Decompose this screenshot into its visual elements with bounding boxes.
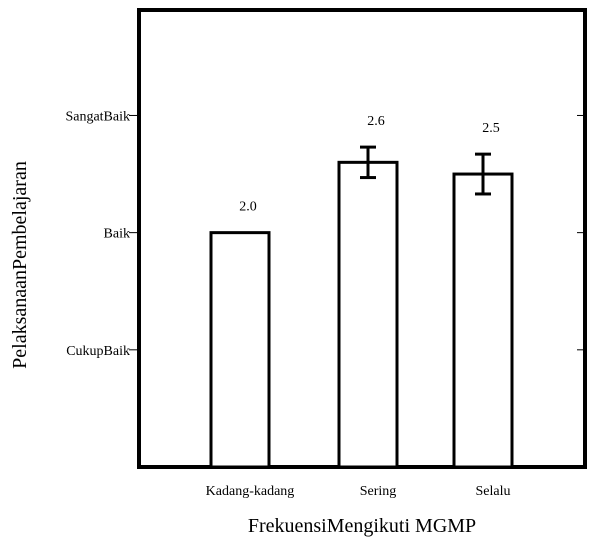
x-tick-label: Kadang-kadang bbox=[206, 484, 295, 499]
data-label: 2.0 bbox=[239, 200, 257, 215]
bar bbox=[452, 172, 514, 469]
bar bbox=[337, 160, 399, 469]
y-tick-label: Baik bbox=[104, 227, 130, 242]
x-tick-label: Selalu bbox=[476, 484, 511, 499]
x-axis-label: FrekuensiMengikuti MGMP bbox=[248, 515, 476, 537]
x-tick-label: Sering bbox=[360, 484, 397, 499]
data-label: 2.5 bbox=[482, 121, 500, 136]
y-axis-label: PelaksanaanPembelajaran bbox=[9, 161, 31, 369]
bar bbox=[209, 231, 271, 469]
y-tick-label: CukupBaik bbox=[66, 344, 130, 359]
bars: 2.0 2.6 2.5 bbox=[209, 114, 514, 469]
data-label: 2.6 bbox=[367, 114, 385, 129]
y-tick-label: SangatBaik bbox=[65, 109, 130, 124]
x-axis-ticks: Kadang-kadang Sering Selalu bbox=[206, 484, 511, 499]
y-axis-ticks: CukupBaik Baik SangatBaik bbox=[65, 109, 585, 359]
